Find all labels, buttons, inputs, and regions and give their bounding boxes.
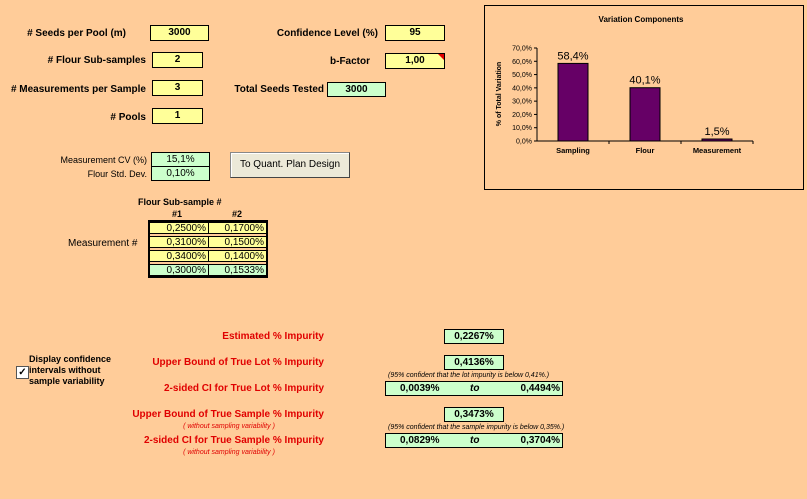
matrix-title: Flour Sub-sample # [138, 197, 222, 207]
ci-sample-low: 0,0829% [400, 435, 440, 446]
ci-lot-low: 0,0039% [400, 383, 440, 394]
seeds-per-pool-field[interactable]: 3000 [150, 25, 209, 41]
flour-std-dev-field[interactable]: 0,10% [151, 166, 210, 181]
chart-y-tick-label: 40,0% [512, 85, 532, 92]
upper-lot-label: Upper Bound of True Lot % Impurity [152, 357, 324, 368]
upper-lot-value: 0,4136% [444, 355, 504, 370]
chart-svg: Variation Components % of Total Variatio… [496, 15, 754, 155]
confidence-level-field[interactable]: 95 [385, 25, 445, 41]
measurements-per-sample-label: # Measurements per Sample [10, 84, 146, 95]
chart-data-label: 1,5% [704, 126, 729, 138]
matrix-cell[interactable]: 0,1500% [208, 236, 267, 248]
upper-sample-value: 0,3473% [444, 407, 504, 422]
chart-y-tick-label: 50,0% [512, 72, 532, 79]
chart-y-tick-label: 20,0% [512, 112, 532, 119]
display-ci-checkbox[interactable]: ✓ [16, 366, 29, 379]
chart-x-tick-label: Measurement [693, 146, 742, 155]
matrix-col-header-2: #2 [232, 209, 243, 219]
chart-y-tick-label: 10,0% [512, 125, 532, 132]
pools-field[interactable]: 1 [152, 108, 203, 124]
matrix-cell[interactable]: 0,3100% [149, 236, 209, 248]
estimated-impurity-value: 0,2267% [444, 329, 504, 344]
upper-sample-label: Upper Bound of True Sample % Impurity [132, 409, 324, 420]
ci-sample-label: 2-sided CI for True Sample % Impurity [143, 435, 324, 446]
upper-sample-note: (95% confident that the sample impurity … [388, 424, 565, 431]
chart-x-tick-label: Flour [636, 146, 655, 155]
b-factor-value: 1,00 [405, 55, 425, 66]
matrix-mean-cell: 0,1533% [208, 264, 267, 276]
ci-sample-sub: ( without sampling variability ) [183, 449, 275, 456]
matrix-cell[interactable]: 0,1400% [208, 250, 267, 262]
pools-label: # Pools [110, 112, 146, 123]
ci-lot-to: to [470, 383, 480, 394]
measurement-cv-label: Measurement CV (%) [60, 155, 147, 165]
ci-sample-box: 0,0829% to 0,3704% [385, 433, 563, 448]
chart-y-tick-label: 30,0% [512, 99, 532, 106]
confidence-level-label: Confidence Level (%) [276, 28, 378, 39]
ci-lot-box: 0,0039% to 0,4494% [385, 381, 563, 396]
quant-plan-design-button[interactable]: To Quant. Plan Design [230, 152, 350, 178]
chart-bar-flour[interactable] [629, 87, 661, 142]
matrix-row-label: Measurement # [68, 238, 138, 249]
ci-lot-high: 0,4494% [520, 383, 560, 394]
matrix-cell[interactable]: 0,3400% [149, 250, 209, 262]
seeds-per-pool-label: # Seeds per Pool (m) [27, 28, 126, 39]
matrix-mean-cell: 0,3000% [149, 264, 209, 276]
total-seeds-value: 3000 [327, 82, 386, 97]
chart-y-tick-label: 60,0% [512, 59, 532, 66]
measurements-per-sample-field[interactable]: 3 [152, 80, 203, 96]
ci-lot-label: 2-sided CI for True Lot % Impurity [163, 383, 324, 394]
flour-subsamples-label: # Flour Sub-samples [47, 55, 146, 66]
matrix-cell[interactable]: 0,1700% [208, 222, 267, 234]
b-factor-label: b-Factor [330, 56, 370, 67]
b-factor-field[interactable]: 1,00 [385, 53, 445, 69]
chart-bar-measurement[interactable] [701, 138, 733, 142]
ci-sample-to: to [470, 435, 480, 446]
upper-sample-sub: ( without sampling variability ) [183, 423, 275, 430]
chart-y-axis-label: % of Total Variation [496, 62, 503, 126]
upper-lot-note: (95% confident that the lot impurity is … [388, 372, 550, 379]
chart-bar-sampling[interactable] [557, 62, 589, 142]
flour-subsamples-field[interactable]: 2 [152, 52, 203, 68]
comment-indicator-icon[interactable] [438, 54, 444, 60]
display-ci-checkbox-label[interactable]: Display confidence intervals without sam… [29, 354, 112, 386]
variation-components-chart[interactable]: Variation Components % of Total Variatio… [484, 5, 804, 190]
chart-x-tick-label: Sampling [556, 146, 590, 155]
chart-y-tick-label: 0,0% [516, 139, 532, 146]
chart-y-tick-label: 70,0% [512, 46, 532, 53]
chart-data-label: 58,4% [557, 50, 588, 62]
flour-std-dev-label: Flour Std. Dev. [87, 169, 147, 179]
matrix-cell[interactable]: 0,2500% [149, 222, 209, 234]
total-seeds-label: Total Seeds Tested [234, 84, 324, 95]
ci-sample-high: 0,3704% [520, 435, 560, 446]
checkmark-icon: ✓ [18, 367, 27, 378]
data-matrix [148, 220, 268, 278]
matrix-col-header-1: #1 [172, 209, 183, 219]
estimated-impurity-label: Estimated % Impurity [222, 331, 324, 342]
measurement-cv-field[interactable]: 15,1% [151, 152, 210, 167]
chart-title: Variation Components [599, 15, 684, 24]
chart-data-label: 40,1% [629, 75, 660, 87]
